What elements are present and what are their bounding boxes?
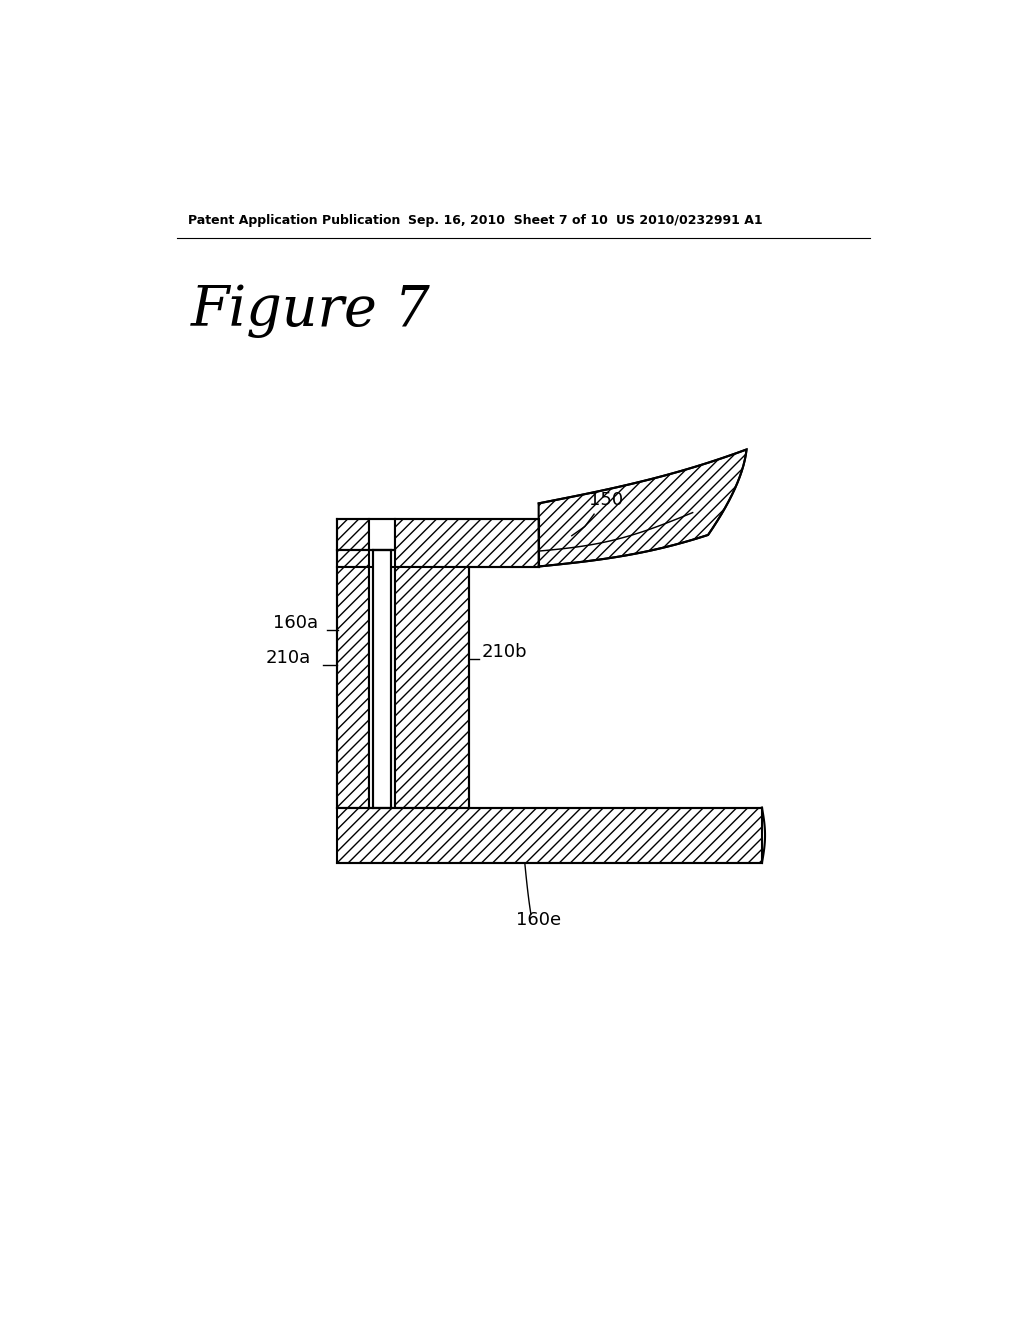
Text: 160e: 160e	[515, 911, 561, 928]
Bar	[370, 566, 394, 808]
Bar	[337, 549, 370, 566]
Bar	[337, 808, 762, 863]
Bar	[337, 519, 370, 549]
Text: 210b: 210b	[481, 643, 527, 660]
Text: 160a: 160a	[273, 614, 318, 632]
Bar	[394, 566, 469, 808]
Text: 210a: 210a	[265, 648, 310, 667]
Bar	[373, 549, 391, 808]
Text: 150: 150	[589, 491, 623, 510]
Text: Sep. 16, 2010  Sheet 7 of 10: Sep. 16, 2010 Sheet 7 of 10	[408, 214, 607, 227]
Bar	[370, 519, 394, 549]
Bar	[394, 519, 539, 566]
Text: US 2010/0232991 A1: US 2010/0232991 A1	[615, 214, 762, 227]
Polygon shape	[539, 449, 746, 566]
Text: Patent Application Publication: Patent Application Publication	[188, 214, 400, 227]
Text: Figure 7: Figure 7	[190, 284, 430, 338]
Bar	[337, 566, 370, 808]
